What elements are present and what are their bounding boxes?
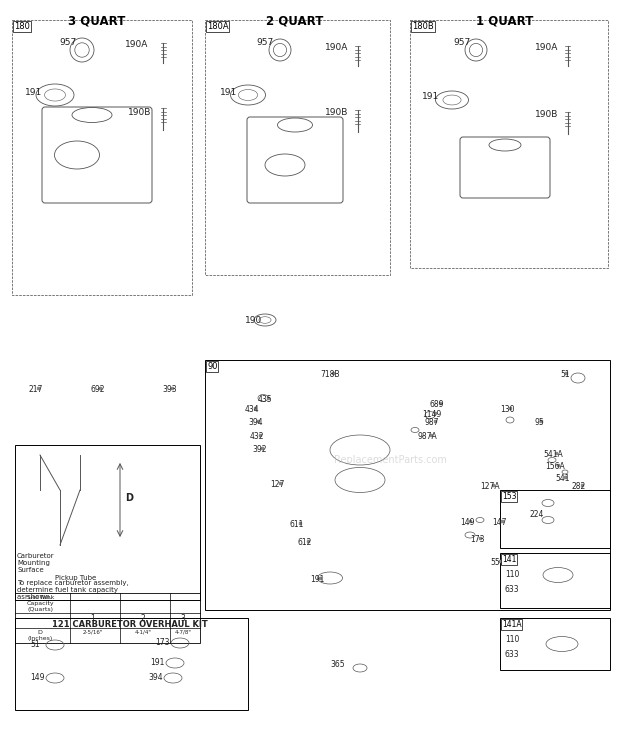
Text: Pickup Tube: Pickup Tube — [55, 575, 96, 581]
Text: 217: 217 — [28, 385, 42, 394]
Text: 149: 149 — [30, 673, 45, 682]
Text: 393: 393 — [162, 385, 177, 394]
Text: 130: 130 — [500, 405, 515, 414]
Text: 90: 90 — [207, 362, 218, 371]
Text: 180: 180 — [14, 22, 30, 31]
Bar — [205, 360, 610, 610]
Bar — [500, 553, 610, 608]
Text: 435: 435 — [258, 395, 273, 404]
Text: 987: 987 — [425, 418, 440, 427]
Text: 110: 110 — [505, 635, 520, 644]
Bar — [500, 618, 610, 670]
Text: Carburetor
Mounting
Surface: Carburetor Mounting Surface — [17, 553, 55, 573]
Text: 173: 173 — [155, 638, 169, 647]
Text: 149: 149 — [460, 518, 474, 527]
Text: 1 QUART: 1 QUART — [476, 14, 534, 27]
Text: 156A: 156A — [545, 462, 565, 471]
Text: 141: 141 — [502, 555, 516, 564]
Text: 1: 1 — [91, 614, 95, 623]
Text: 552: 552 — [490, 558, 505, 567]
Text: 541A: 541A — [543, 450, 563, 459]
Text: 51: 51 — [560, 370, 570, 379]
Text: 4-7/8": 4-7/8" — [175, 630, 192, 635]
Bar — [15, 618, 248, 710]
Text: 191: 191 — [25, 88, 42, 97]
Text: 127A: 127A — [480, 482, 500, 491]
Text: 121 CARBURETOR OVERHAUL KIT: 121 CARBURETOR OVERHAUL KIT — [52, 620, 208, 629]
Bar — [205, 20, 390, 275]
Text: 718B: 718B — [320, 370, 340, 379]
Text: 633: 633 — [505, 650, 520, 659]
Text: 190: 190 — [245, 316, 262, 325]
Text: 191: 191 — [310, 575, 324, 584]
Text: 190B: 190B — [534, 110, 558, 119]
Text: 987A: 987A — [418, 432, 438, 441]
Text: 141A: 141A — [502, 620, 521, 629]
Text: To replace carburetor assembly,
determine fuel tank capacity
as shown.: To replace carburetor assembly, determin… — [17, 580, 129, 600]
Text: 190A: 190A — [534, 43, 558, 52]
Text: 190B: 190B — [128, 108, 151, 117]
Text: 190B: 190B — [325, 108, 348, 117]
Text: 365: 365 — [330, 660, 345, 669]
Text: 957: 957 — [257, 38, 273, 47]
Text: D
(Inches): D (Inches) — [27, 630, 53, 641]
Text: 3 QUART: 3 QUART — [68, 14, 126, 27]
Text: 432: 432 — [250, 432, 265, 441]
Text: 689: 689 — [430, 400, 445, 409]
Text: 191: 191 — [150, 658, 164, 667]
Bar — [12, 20, 192, 295]
Text: 612: 612 — [298, 538, 312, 547]
Text: Fuel Tank
Capacity
(Quarts): Fuel Tank Capacity (Quarts) — [25, 595, 55, 612]
Text: 2 QUART: 2 QUART — [267, 14, 324, 27]
Text: 3: 3 — [180, 614, 185, 623]
Text: 180A: 180A — [207, 22, 229, 31]
Bar — [410, 20, 608, 268]
Bar — [15, 593, 200, 643]
Text: 180B: 180B — [412, 22, 434, 31]
Text: 224: 224 — [530, 510, 544, 519]
Text: 541: 541 — [555, 474, 570, 483]
Bar — [15, 445, 200, 600]
Text: 173: 173 — [470, 535, 484, 544]
Text: 434: 434 — [245, 405, 260, 414]
Text: 957: 957 — [453, 38, 471, 47]
Text: 51: 51 — [30, 640, 40, 649]
Text: 110: 110 — [505, 570, 520, 579]
Text: 191: 191 — [422, 92, 439, 101]
Text: 190A: 190A — [325, 43, 348, 52]
Text: D: D — [125, 493, 133, 503]
Text: 957: 957 — [60, 38, 77, 47]
Text: 2: 2 — [141, 614, 145, 623]
Text: 394: 394 — [148, 673, 162, 682]
Bar — [500, 490, 610, 548]
Text: 127: 127 — [270, 480, 285, 489]
Text: 1149: 1149 — [422, 410, 441, 419]
Text: 611: 611 — [290, 520, 304, 529]
Text: 692: 692 — [90, 385, 105, 394]
Text: 282: 282 — [572, 482, 587, 491]
Text: 633: 633 — [505, 585, 520, 594]
Text: ReplacementParts.com: ReplacementParts.com — [334, 455, 446, 465]
Text: 153: 153 — [502, 492, 516, 501]
Text: 95: 95 — [535, 418, 545, 427]
Text: 147: 147 — [492, 518, 507, 527]
Text: 190A: 190A — [125, 40, 148, 49]
Text: 394: 394 — [248, 418, 263, 427]
Text: 2-5/16": 2-5/16" — [83, 630, 103, 635]
Text: 392: 392 — [252, 445, 267, 454]
Text: 4-1/4": 4-1/4" — [135, 630, 151, 635]
Text: 191: 191 — [220, 88, 237, 97]
